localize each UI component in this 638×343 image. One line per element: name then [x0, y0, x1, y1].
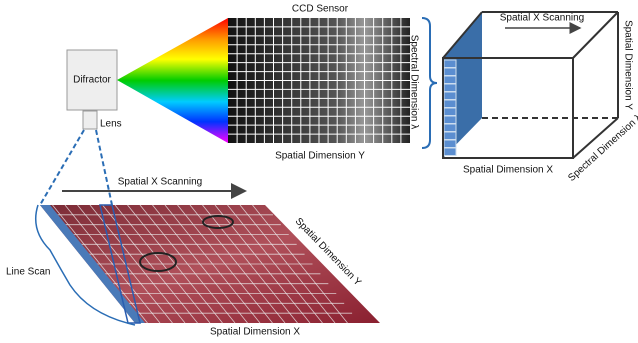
cube-spectral-axis: Spectral Dimension λ	[566, 112, 638, 183]
pixel	[444, 84, 456, 92]
sample-x-axis: Spatial Dimension X	[210, 327, 300, 338]
line-scan-label: Line Scan	[6, 267, 50, 278]
sample-scan-label: Spatial X Scanning	[118, 177, 203, 188]
pixel	[444, 76, 456, 84]
pixel	[444, 140, 456, 148]
pixel	[444, 148, 456, 156]
pixel	[444, 92, 456, 100]
pixel	[444, 116, 456, 124]
cube-y-axis: Spatial Dimension Y	[622, 20, 633, 110]
pixel	[444, 124, 456, 132]
pixel-strip	[444, 60, 456, 156]
lens-label: Lens	[100, 119, 122, 130]
pixel	[444, 132, 456, 140]
sensor-spectral-axis: Spectral Dimension λ	[408, 35, 419, 129]
pixel	[444, 108, 456, 116]
cube-scan-label: Spatial X Scanning	[500, 13, 585, 24]
pixel	[444, 68, 456, 76]
cube-x-axis: Spatial Dimension X	[463, 165, 553, 176]
lens-box	[83, 111, 97, 129]
pixel	[444, 60, 456, 68]
sensor-spatial-axis: Spatial Dimension Y	[275, 151, 365, 162]
beam	[40, 130, 112, 205]
diagram: Difractor Lens CCD Sensor Spatial Dimens…	[0, 0, 638, 343]
diffractor-label: Difractor	[73, 75, 111, 86]
sensor-title: CCD Sensor	[292, 4, 349, 15]
pixel	[444, 100, 456, 108]
ccd-grid	[228, 18, 410, 143]
spectrum	[117, 18, 228, 143]
brace	[422, 18, 437, 148]
